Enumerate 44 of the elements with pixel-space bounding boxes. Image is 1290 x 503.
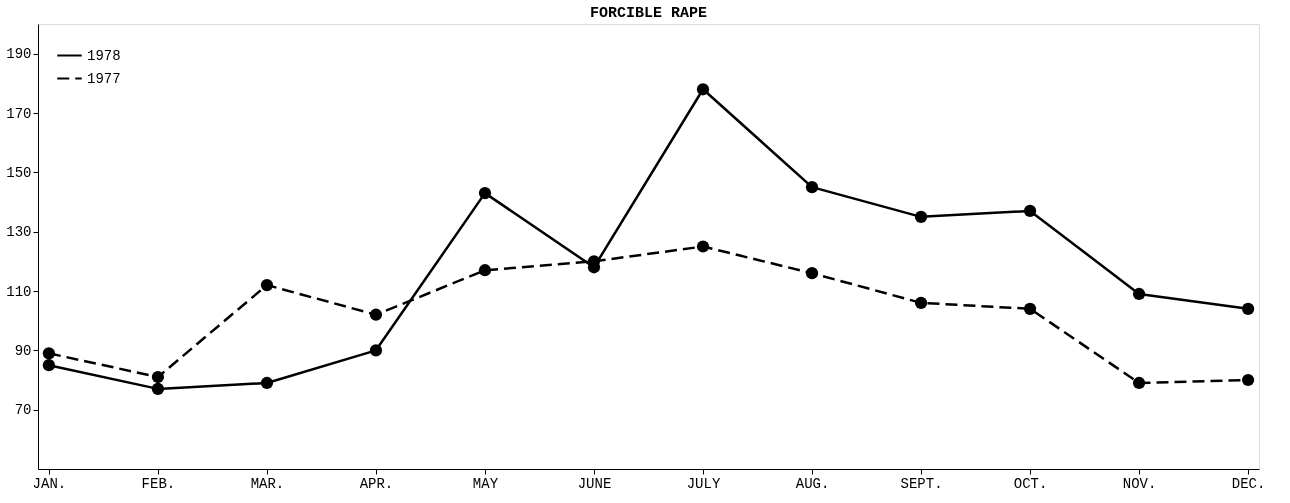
y-tick-label: 130 (6, 224, 32, 241)
x-tick-label: JULY (686, 475, 721, 492)
x-tick-label: SEPT. (900, 475, 943, 492)
x-tick-label: MAR. (250, 475, 285, 492)
point (1132, 287, 1146, 301)
legend-label: 1977 (87, 70, 121, 87)
point (478, 264, 492, 277)
x-tick-label: AUG. (795, 475, 830, 492)
point (151, 370, 165, 384)
point (1132, 376, 1146, 390)
point (1241, 302, 1255, 315)
chart-title: FORCIBLE RAPE (589, 5, 708, 22)
point (696, 83, 710, 96)
point (369, 344, 383, 357)
y-tick-label: 170 (6, 105, 32, 122)
x-tick-label: OCT. (1013, 475, 1048, 492)
x-tick-label: NOV. (1122, 475, 1157, 492)
x-tick-label: DEC. (1231, 475, 1266, 492)
point (260, 278, 274, 292)
y-tick-label: 90 (14, 342, 32, 359)
point (478, 186, 492, 200)
y-tick-label: 110 (6, 283, 32, 300)
y-tick-label: 150 (6, 164, 32, 181)
x-tick-label: MAY (472, 475, 499, 492)
point (151, 382, 165, 396)
y-tick-label: 190 (6, 46, 32, 63)
x-tick-label: FEB. (141, 475, 176, 492)
point (914, 210, 928, 223)
point (696, 240, 710, 253)
x-tick-label: JUNE (577, 475, 612, 492)
point (369, 308, 383, 321)
y-tick-label: 70 (14, 402, 32, 419)
point (1023, 204, 1037, 218)
point (42, 359, 56, 372)
point (1241, 373, 1255, 387)
legend-label: 1978 (87, 47, 121, 64)
x-tick-label: APR. (359, 475, 394, 492)
point (914, 296, 928, 309)
x-tick-label: JAN. (32, 475, 67, 492)
point (42, 347, 56, 360)
point (260, 376, 274, 390)
point (805, 181, 819, 194)
point (805, 267, 819, 280)
point (1023, 302, 1037, 315)
